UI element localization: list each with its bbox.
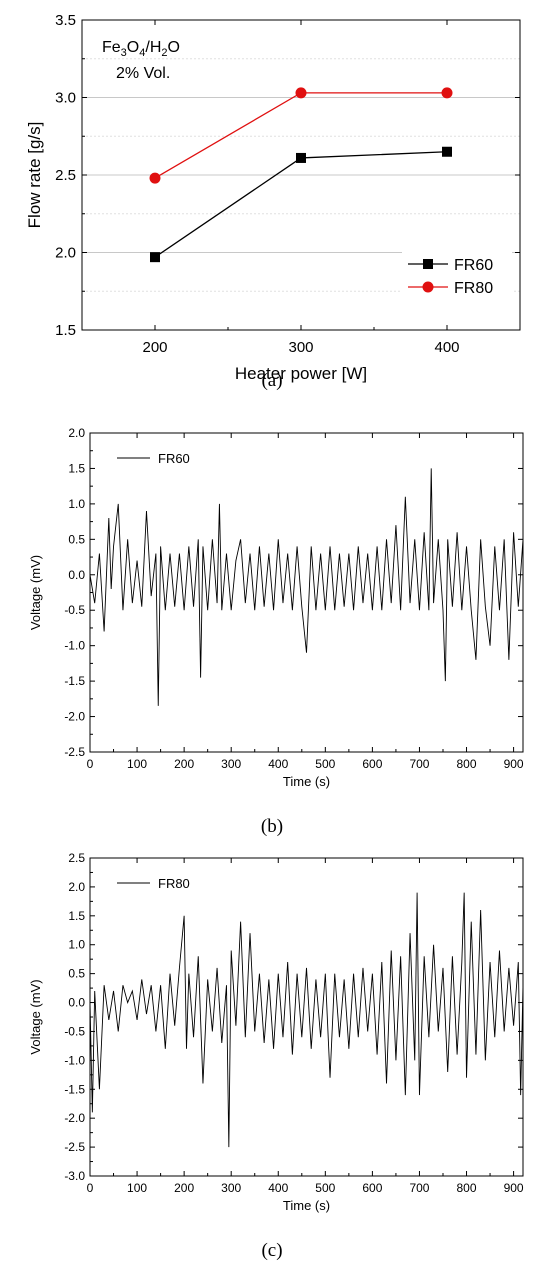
y-tick-label: 2.5 (68, 851, 85, 865)
y-tick-label: -1.5 (64, 674, 85, 688)
data-point-fr60 (296, 152, 306, 163)
annotation-formula: Fe3O4/H2O (102, 39, 180, 59)
formula-part: O (127, 39, 139, 56)
y-tick-label: -0.5 (64, 603, 85, 617)
x-tick-label: 100 (127, 1181, 147, 1195)
y-tick-label: 3.5 (55, 12, 76, 29)
y-tick-label: 2.0 (55, 245, 76, 262)
legend-marker-fr60 (423, 259, 433, 269)
y-tick-label: 1.5 (68, 461, 85, 475)
y-axis-label: Flow rate [g/s] (25, 122, 44, 229)
formula-part: /H (145, 39, 161, 56)
x-tick-label: 400 (434, 339, 459, 356)
x-tick-label: 500 (315, 757, 335, 771)
legend-box (402, 252, 512, 302)
y-tick-label: 3.0 (55, 90, 76, 107)
plot-frame (89, 857, 524, 1177)
formula-subscript: 2 (161, 47, 167, 59)
y-tick-label: 1.5 (55, 322, 76, 339)
data-point-fr60 (442, 146, 452, 157)
y-tick-label: -3.0 (64, 1169, 85, 1183)
y-tick-label: 2.5 (55, 167, 76, 184)
x-tick-label: 700 (409, 1181, 429, 1195)
caption-b: (b) (261, 816, 283, 837)
y-tick-label: 1.0 (68, 497, 85, 511)
annotation-concentration: 2% Vol. (116, 65, 170, 82)
y-tick-label: -1.0 (64, 639, 85, 653)
x-tick-label: 500 (315, 1181, 335, 1195)
y-axis-label: Voltage (mV) (28, 979, 43, 1054)
legend-marker-fr80 (422, 281, 434, 293)
plot-frame (89, 432, 524, 753)
y-tick-label: -2.0 (64, 710, 85, 724)
formula-subscript: 4 (139, 47, 145, 59)
y-tick-label: -2.0 (64, 1111, 85, 1125)
y-tick-label: 1.5 (68, 909, 85, 923)
y-tick-label: 0.0 (68, 568, 85, 582)
legend-label-fr60: FR60 (454, 257, 493, 274)
y-tick-label: 2.0 (68, 426, 85, 440)
y-axis-label: Voltage (mV) (28, 555, 43, 630)
x-tick-label: 200 (174, 1181, 194, 1195)
series-line-fr80 (89, 892, 524, 1148)
x-tick-label: 0 (87, 757, 94, 771)
formula-part: O (168, 39, 180, 56)
x-tick-label: 300 (221, 1181, 241, 1195)
x-tick-label: 600 (362, 1181, 382, 1195)
y-tick-label: -1.0 (64, 1053, 85, 1067)
series-line-fr60 (154, 151, 448, 258)
y-tick-label: -2.5 (64, 745, 85, 759)
legend-label-fr80: FR80 (454, 280, 493, 297)
legend-label-fr80: FR80 (158, 876, 190, 891)
x-tick-label: 300 (288, 339, 313, 356)
x-tick-label: 200 (142, 339, 167, 356)
chart-a: 1.5 2.0 2.5 3.0 3.5 200 300 400 Heater power [W]… (25, 12, 521, 391)
data-point-fr60 (150, 252, 160, 263)
y-tick-label: 0.5 (68, 532, 85, 546)
caption-c: (c) (261, 1240, 282, 1261)
formula-subscript: 3 (121, 47, 127, 59)
x-axis-label: Time (s) (283, 1198, 330, 1213)
x-tick-label: 400 (268, 1181, 288, 1195)
chart-c: -3.0 -2.5 -2.0 -1.5 -1.0 -0.5 0.0 0.5 1.0 1.5 2.0 2… (28, 851, 524, 1261)
caption-a: (a) (261, 370, 282, 391)
series-line-fr80 (154, 92, 447, 179)
x-tick-label: 200 (174, 757, 194, 771)
x-tick-label: 700 (409, 757, 429, 771)
x-tick-label: 0 (87, 1181, 94, 1195)
x-tick-label: 600 (362, 757, 382, 771)
x-tick-label: 900 (504, 1181, 524, 1195)
y-tick-label: -2.5 (64, 1140, 85, 1154)
x-tick-label: 900 (504, 757, 524, 771)
data-point-fr80 (441, 87, 453, 99)
data-point-fr80 (295, 87, 307, 99)
formula-part: Fe (102, 39, 121, 56)
y-tick-label: 1.0 (68, 938, 85, 952)
x-axis-label: Heater power [W] (235, 364, 367, 383)
y-tick-label: -0.5 (64, 1024, 85, 1038)
y-tick-label: 2.0 (68, 880, 85, 894)
x-axis-label: Time (s) (283, 774, 330, 789)
x-tick-label: 300 (221, 757, 241, 771)
data-point-fr80 (149, 172, 161, 184)
x-tick-label: 400 (268, 757, 288, 771)
x-tick-label: 800 (457, 1181, 477, 1195)
series-line-fr60 (89, 468, 524, 706)
legend-label-fr60: FR60 (158, 451, 190, 466)
y-tick-label: -1.5 (64, 1082, 85, 1096)
x-tick-label: 800 (457, 757, 477, 771)
chart-b: -2.5 -2.0 -1.5 -1.0 -0.5 0.0 0.5 1.0 1.5 2.0 0 100 2… (28, 426, 524, 837)
y-tick-label: 0.0 (68, 996, 85, 1010)
y-tick-label: 0.5 (68, 967, 85, 981)
x-tick-label: 100 (127, 757, 147, 771)
